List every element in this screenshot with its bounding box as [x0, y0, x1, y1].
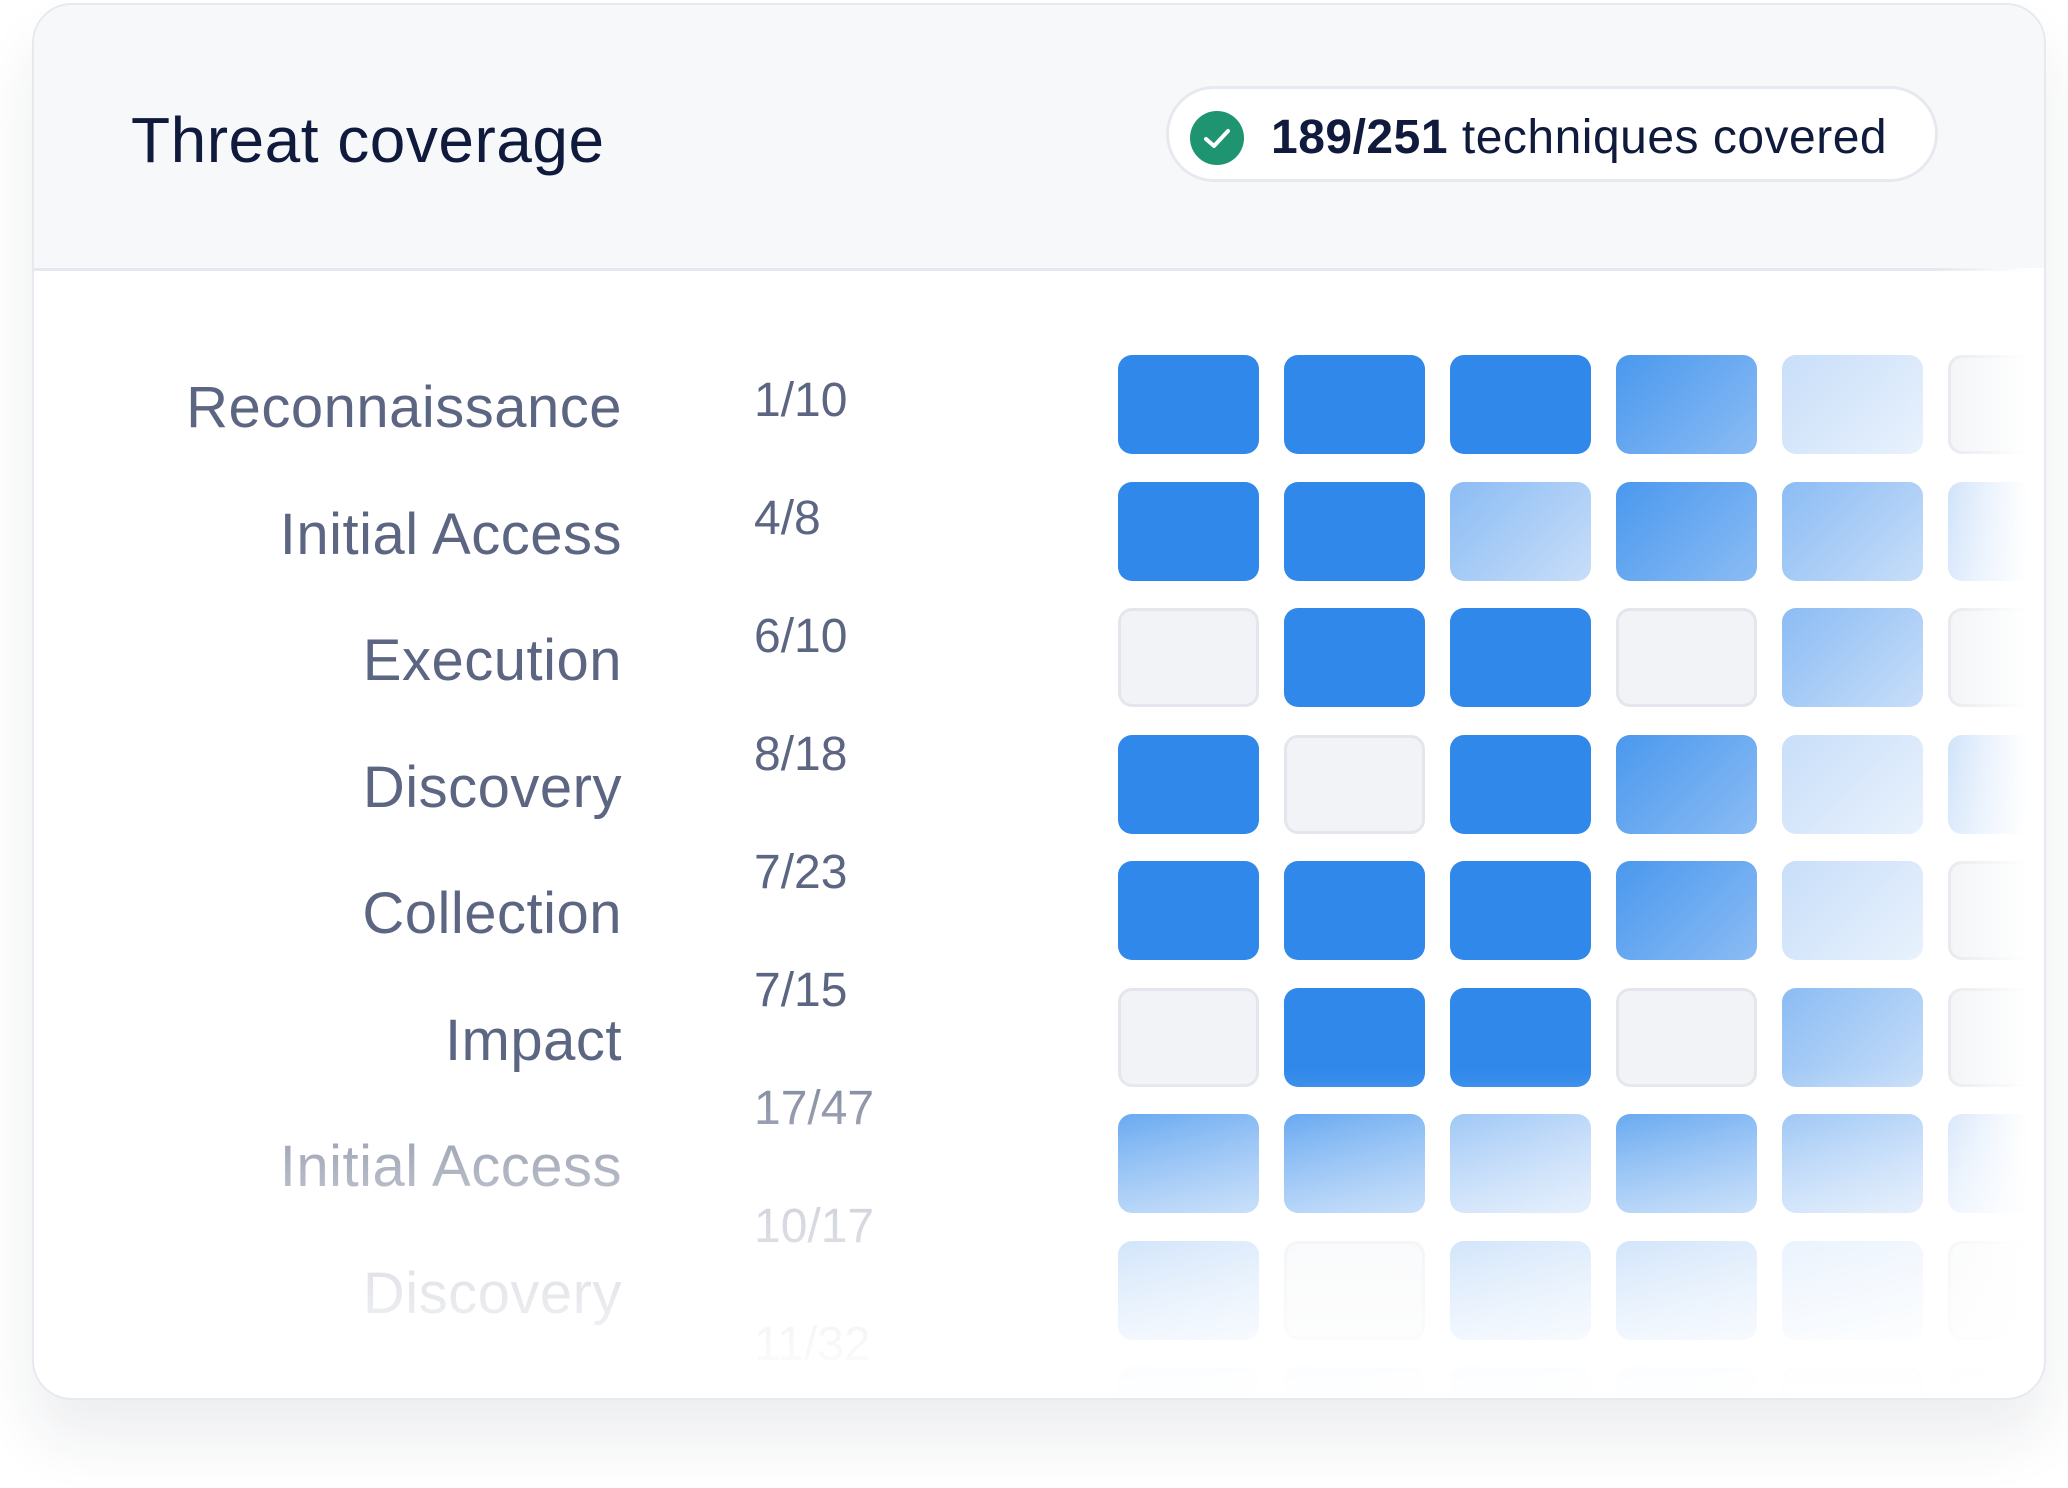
- technique-cell[interactable]: [1450, 734, 1591, 834]
- card-header: Threat coverage 189/251 techniques cover…: [34, 5, 2044, 271]
- technique-cell[interactable]: [1782, 355, 1923, 454]
- tactic-label: Initial Access: [279, 1134, 622, 1199]
- tactic-coverage-fraction: 6/10: [754, 610, 848, 663]
- tactic-label: Discovery: [362, 754, 622, 820]
- coverage-badge: 189/251 techniques covered: [1166, 86, 1938, 182]
- technique-cell[interactable]: [1616, 861, 1757, 960]
- technique-cell[interactable]: [1284, 1240, 1425, 1340]
- technique-cell[interactable]: [1782, 861, 1923, 960]
- technique-cell[interactable]: [1118, 1367, 1259, 1398]
- tactic-label: Collection: [362, 881, 622, 946]
- technique-cell[interactable]: [1284, 355, 1425, 454]
- technique-cell[interactable]: [1450, 1240, 1591, 1340]
- technique-cell[interactable]: [1118, 1240, 1259, 1340]
- technique-cell[interactable]: [1284, 734, 1425, 834]
- technique-cell[interactable]: [1284, 861, 1425, 960]
- technique-cell[interactable]: [1284, 608, 1425, 707]
- technique-cell[interactable]: [1118, 734, 1259, 834]
- technique-cell[interactable]: [1616, 355, 1757, 454]
- technique-cell[interactable]: [1284, 481, 1425, 581]
- tactic-coverage-fraction: 8/18: [754, 728, 848, 781]
- technique-cell[interactable]: [1782, 1367, 1923, 1398]
- technique-cell[interactable]: [1284, 1367, 1425, 1398]
- technique-cell[interactable]: [1118, 1114, 1259, 1213]
- technique-cell[interactable]: [1450, 355, 1591, 454]
- technique-cell[interactable]: [1450, 1367, 1591, 1398]
- technique-cell[interactable]: [1450, 987, 1591, 1087]
- technique-cell[interactable]: [1782, 1114, 1923, 1213]
- technique-cell[interactable]: [1284, 987, 1425, 1087]
- card-title: Threat coverage: [131, 104, 605, 176]
- tactic-coverage-fraction: 11/32: [754, 1318, 871, 1371]
- technique-cell[interactable]: [1616, 1367, 1757, 1398]
- technique-cell[interactable]: [1948, 734, 2044, 834]
- tactic-label: Reconnaissance: [186, 375, 622, 440]
- technique-cell[interactable]: [1616, 1240, 1757, 1340]
- tactic-label: Discovery: [362, 1260, 622, 1326]
- technique-cell[interactable]: [1616, 734, 1757, 834]
- technique-cell[interactable]: [1616, 481, 1757, 581]
- technique-cell[interactable]: [1450, 481, 1591, 581]
- threat-coverage-card: Threat coverage 189/251 techniques cover…: [32, 3, 2046, 1400]
- technique-cell[interactable]: [1782, 481, 1923, 581]
- technique-cell[interactable]: [1782, 734, 1923, 834]
- tactic-coverage-fraction: 7/15: [754, 964, 848, 1017]
- tactic-label: Initial Access: [279, 501, 622, 567]
- technique-cell[interactable]: [1948, 355, 2044, 454]
- technique-cell[interactable]: [1782, 1240, 1923, 1340]
- technique-cell[interactable]: [1450, 861, 1591, 960]
- technique-cell[interactable]: [1948, 1367, 2044, 1398]
- technique-cell[interactable]: [1948, 608, 2044, 707]
- technique-cell[interactable]: [1118, 355, 1259, 454]
- technique-cell[interactable]: [1118, 608, 1259, 707]
- technique-cell[interactable]: [1450, 608, 1591, 707]
- tactic-coverage-fraction: 4/8: [754, 492, 821, 545]
- technique-cell[interactable]: [1118, 861, 1259, 960]
- technique-cell[interactable]: [1616, 1114, 1757, 1213]
- technique-cell[interactable]: [1948, 1240, 2044, 1340]
- tactic-label: Impact: [444, 1007, 622, 1073]
- technique-cell[interactable]: [1948, 987, 2044, 1087]
- tactic-label: Execution: [362, 628, 622, 693]
- coverage-summary: 189/251 techniques covered: [1271, 110, 1887, 165]
- technique-cell[interactable]: [1948, 481, 2044, 581]
- tactic-coverage-fraction: 17/47: [754, 1082, 875, 1135]
- check-circle-icon: [1190, 111, 1244, 165]
- technique-cell[interactable]: [1948, 861, 2044, 960]
- coverage-count: 189/251: [1271, 111, 1449, 164]
- technique-cell[interactable]: [1782, 987, 1923, 1087]
- technique-cell[interactable]: [1948, 1114, 2044, 1213]
- coverage-suffix: techniques covered: [1448, 111, 1888, 164]
- technique-cell[interactable]: [1118, 987, 1259, 1087]
- technique-cell[interactable]: [1118, 481, 1259, 581]
- technique-cell[interactable]: [1450, 1114, 1591, 1213]
- tactic-coverage-fraction: 7/23: [754, 846, 848, 899]
- technique-cell[interactable]: [1284, 1114, 1425, 1213]
- technique-cell[interactable]: [1616, 608, 1757, 707]
- technique-cell[interactable]: [1782, 608, 1923, 707]
- tactic-coverage-fraction: 10/17: [754, 1200, 875, 1253]
- technique-cell[interactable]: [1616, 987, 1757, 1087]
- tactic-coverage-fraction: 1/10: [754, 374, 848, 427]
